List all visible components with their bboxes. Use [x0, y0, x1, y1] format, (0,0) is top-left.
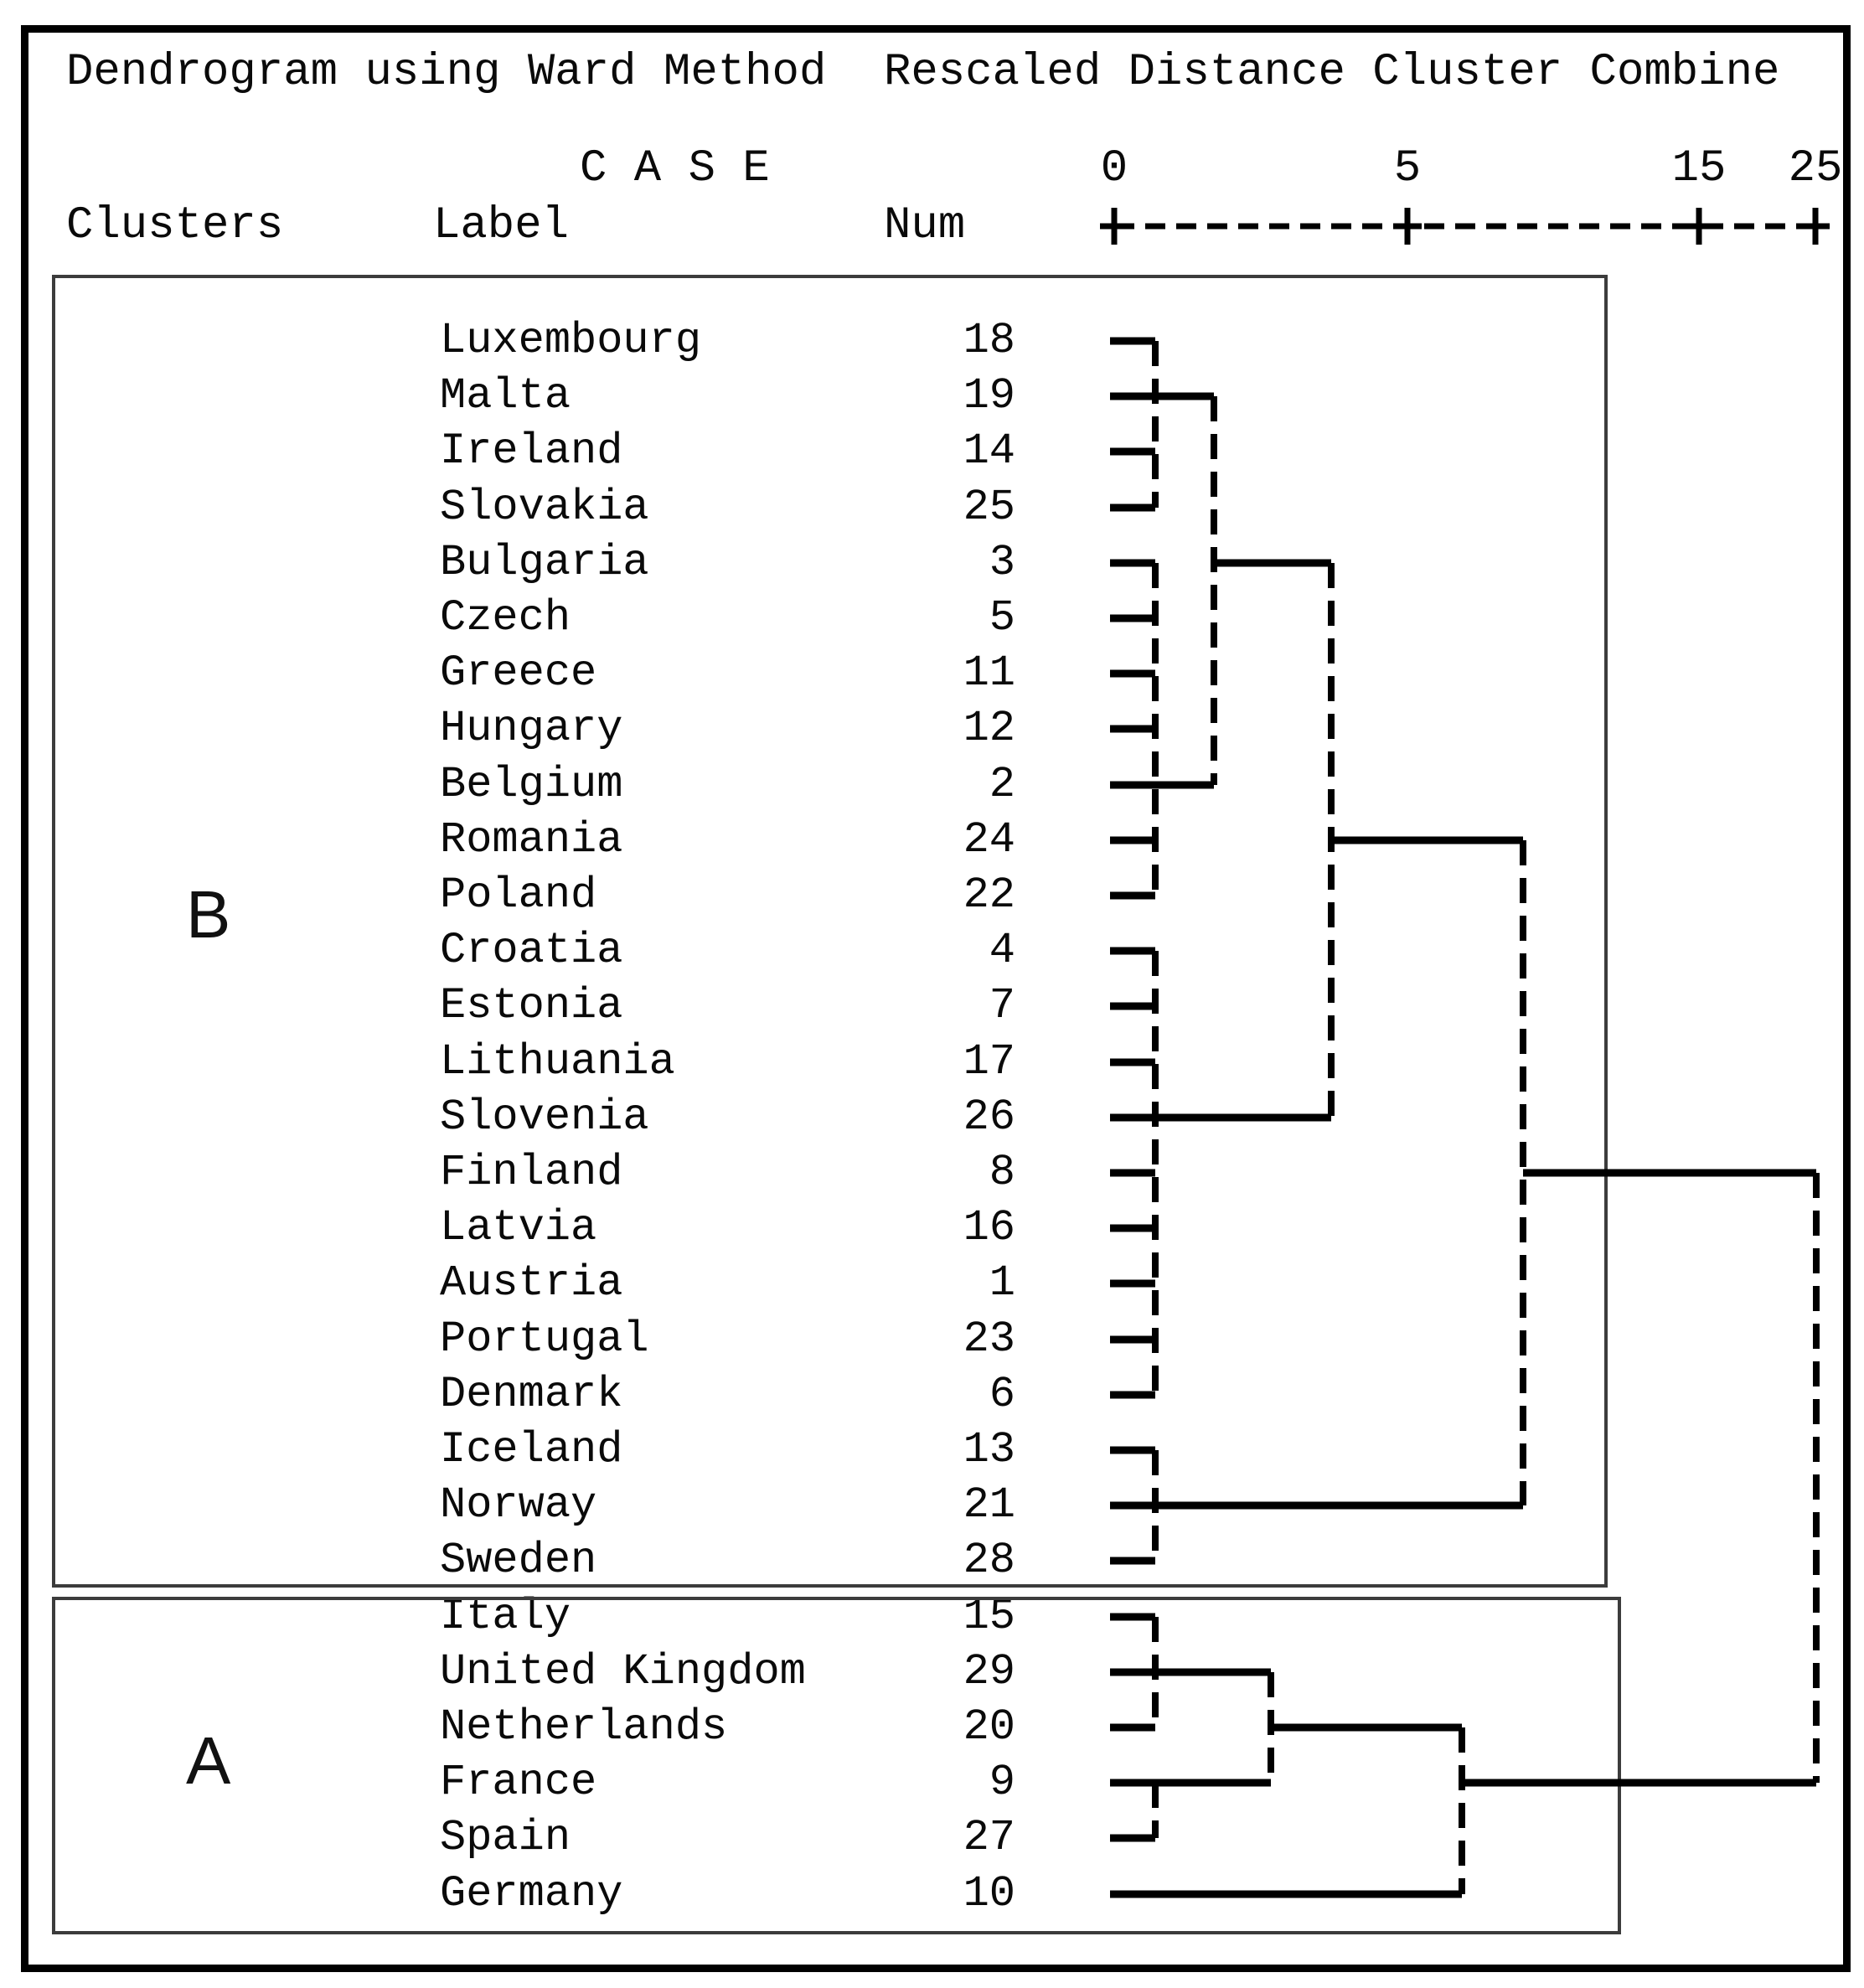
case-num: 29: [963, 1647, 1015, 1696]
case-label: Belgium: [440, 760, 623, 809]
case-label: Portugal: [440, 1314, 649, 1364]
case-num: 20: [963, 1702, 1015, 1752]
case-num: 14: [963, 426, 1015, 476]
figure-border: [21, 25, 1851, 1972]
case-num: 16: [963, 1203, 1015, 1252]
label-column-header: Label: [433, 200, 570, 251]
case-label: Czech: [440, 593, 571, 643]
case-label: Norway: [440, 1480, 597, 1530]
case-num: 23: [963, 1314, 1015, 1364]
case-label: Slovakia: [440, 483, 649, 532]
case-label: Germany: [440, 1869, 623, 1918]
axis-tick-label: 25: [1788, 143, 1843, 194]
case-label: Latvia: [440, 1203, 597, 1252]
case-label: Luxembourg: [440, 316, 702, 365]
case-label: Slovenia: [440, 1092, 649, 1142]
case-label: Ireland: [440, 426, 623, 476]
num-column-header: Num: [884, 200, 966, 251]
case-num: 21: [963, 1480, 1015, 1530]
case-label: Greece: [440, 648, 597, 698]
case-label: Austria: [440, 1258, 623, 1308]
case-label: France: [440, 1758, 597, 1807]
case-num: 6: [989, 1370, 1015, 1419]
axis-tick-label: 5: [1393, 143, 1422, 194]
clusters-column-header: Clusters: [66, 200, 284, 251]
case-num: 9: [989, 1758, 1015, 1807]
cluster-box-B: [52, 275, 1608, 1588]
case-num: 18: [963, 316, 1015, 365]
case-label: Romania: [440, 815, 623, 865]
case-label: Lithuania: [440, 1037, 675, 1087]
case-header: C A S E: [580, 143, 770, 194]
cluster-letter-A: A: [186, 1723, 231, 1798]
case-num: 8: [989, 1148, 1015, 1197]
axis-title: Rescaled Distance Cluster Combine: [884, 47, 1780, 98]
cluster-box-A: [52, 1597, 1621, 1934]
chart-title: Dendrogram using Ward Method: [66, 47, 827, 98]
case-label: Poland: [440, 870, 597, 920]
case-label: Iceland: [440, 1425, 623, 1474]
case-label: Spain: [440, 1813, 571, 1862]
case-num: 27: [963, 1813, 1015, 1862]
case-label: Malta: [440, 371, 571, 421]
case-label: United Kingdom: [440, 1647, 806, 1696]
case-num: 26: [963, 1092, 1015, 1142]
case-num: 17: [963, 1037, 1015, 1087]
case-num: 3: [989, 538, 1015, 587]
case-label: Croatia: [440, 926, 623, 975]
case-num: 7: [989, 981, 1015, 1030]
case-num: 11: [963, 648, 1015, 698]
case-num: 19: [963, 371, 1015, 421]
case-num: 4: [989, 926, 1015, 975]
case-num: 10: [963, 1869, 1015, 1918]
case-num: 1: [989, 1258, 1015, 1308]
case-num: 22: [963, 870, 1015, 920]
case-num: 2: [989, 760, 1015, 809]
cluster-letter-B: B: [186, 877, 231, 952]
case-label: Netherlands: [440, 1702, 728, 1752]
case-label: Finland: [440, 1148, 623, 1197]
case-num: 12: [963, 704, 1015, 753]
case-label: Hungary: [440, 704, 623, 753]
case-label: Denmark: [440, 1370, 623, 1419]
case-num: 25: [963, 483, 1015, 532]
axis-tick-label: 15: [1671, 143, 1727, 194]
axis-tick-label: 0: [1100, 143, 1128, 194]
case-num: 13: [963, 1425, 1015, 1474]
case-num: 5: [989, 593, 1015, 643]
case-num: 28: [963, 1536, 1015, 1585]
case-label: Estonia: [440, 981, 623, 1030]
case-num: 24: [963, 815, 1015, 865]
case-label: Sweden: [440, 1536, 597, 1585]
case-label: Bulgaria: [440, 538, 649, 587]
